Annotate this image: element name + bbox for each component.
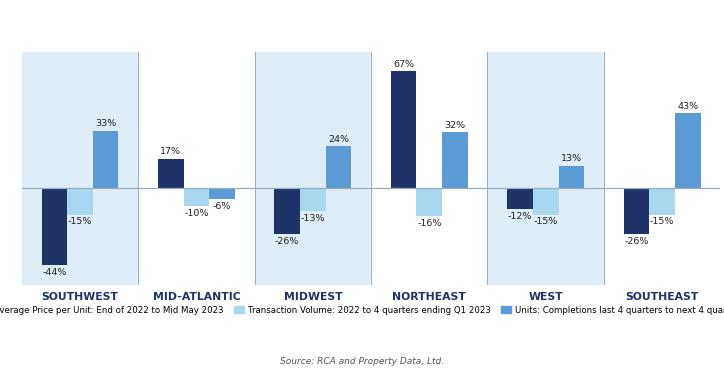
Bar — [391, 71, 416, 189]
Bar — [442, 132, 468, 189]
Bar — [67, 189, 93, 215]
Text: -12%: -12% — [508, 212, 532, 221]
Text: 67%: 67% — [393, 60, 414, 69]
Bar — [675, 113, 701, 189]
Text: 13%: 13% — [561, 154, 582, 163]
Bar — [274, 189, 300, 234]
Text: 43%: 43% — [677, 102, 699, 110]
Text: -15%: -15% — [68, 217, 92, 226]
Text: -26%: -26% — [624, 237, 649, 246]
Bar — [326, 147, 351, 189]
Bar — [508, 189, 533, 209]
Text: -13%: -13% — [300, 214, 325, 223]
Bar — [533, 189, 558, 215]
Bar — [138, 52, 255, 285]
Bar — [487, 52, 604, 285]
Text: -6%: -6% — [213, 202, 231, 211]
Bar — [209, 189, 235, 199]
Text: 17%: 17% — [160, 147, 181, 156]
Text: 32%: 32% — [445, 121, 466, 130]
Text: -44%: -44% — [42, 268, 67, 277]
Text: -26%: -26% — [275, 237, 300, 246]
Text: -15%: -15% — [534, 217, 558, 226]
Bar — [22, 52, 138, 285]
Bar — [604, 52, 720, 285]
Bar — [371, 52, 487, 285]
Text: -16%: -16% — [417, 219, 442, 228]
Text: Source: RCA and Property Data, Ltd.: Source: RCA and Property Data, Ltd. — [280, 357, 444, 366]
Text: 24%: 24% — [328, 135, 349, 144]
Bar — [649, 189, 675, 215]
Text: 33%: 33% — [95, 119, 116, 128]
Bar — [300, 189, 326, 211]
Bar — [93, 131, 118, 189]
Bar — [558, 166, 584, 189]
Bar — [158, 159, 184, 189]
Bar — [41, 189, 67, 265]
Text: Growth in Transactions, Price per Unit and Units: Growth in Transactions, Price per Unit a… — [125, 17, 599, 35]
Legend: Average Price per Unit: End of 2022 to Mid May 2023, Transaction Volume: 2022 to: Average Price per Unit: End of 2022 to M… — [0, 306, 724, 315]
Bar — [184, 189, 209, 206]
Text: -10%: -10% — [184, 209, 209, 218]
Text: -15%: -15% — [650, 217, 674, 226]
Bar — [255, 52, 371, 285]
Bar — [416, 189, 442, 217]
Bar — [624, 189, 649, 234]
